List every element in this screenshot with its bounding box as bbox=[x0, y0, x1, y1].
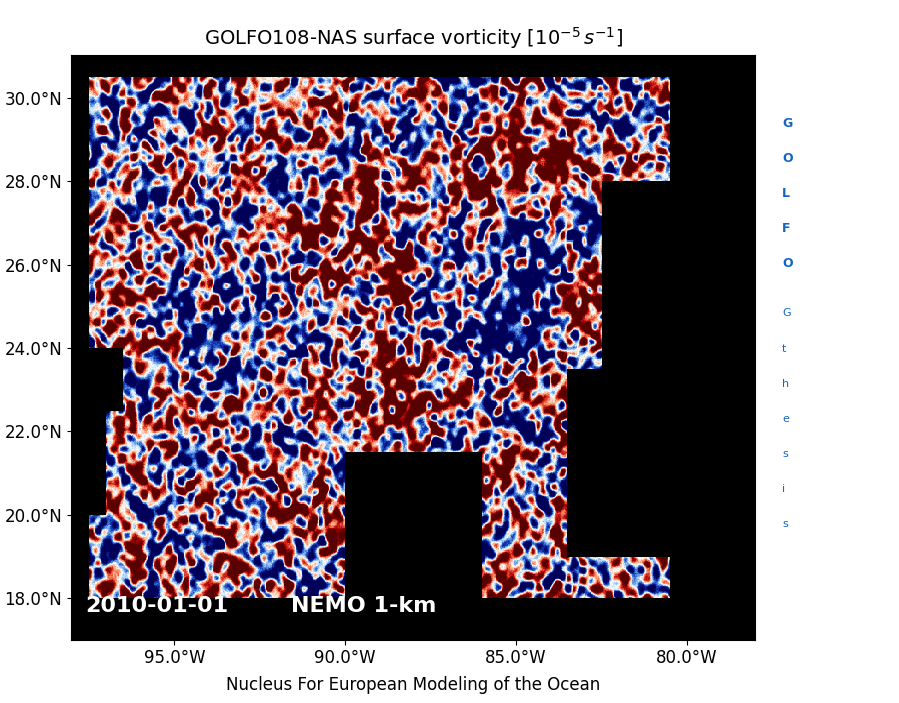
Text: t: t bbox=[782, 344, 787, 354]
Title: GOLFO108-NAS surface vorticity $[10^{-5}\,s^{-1}]$: GOLFO108-NAS surface vorticity $[10^{-5}… bbox=[204, 25, 623, 51]
Text: s: s bbox=[782, 520, 788, 529]
Text: NEMO 1-km: NEMO 1-km bbox=[290, 596, 436, 617]
Text: O: O bbox=[782, 257, 793, 270]
Text: F: F bbox=[782, 222, 790, 235]
Text: e: e bbox=[782, 414, 789, 424]
Text: 2010-01-01: 2010-01-01 bbox=[85, 596, 228, 617]
X-axis label: Nucleus For European Modeling of the Ocean: Nucleus For European Modeling of the Oce… bbox=[227, 676, 601, 694]
Text: G: G bbox=[782, 309, 791, 318]
Text: O: O bbox=[782, 152, 793, 165]
Text: h: h bbox=[782, 379, 789, 389]
Text: s: s bbox=[782, 449, 788, 459]
Text: L: L bbox=[782, 187, 790, 200]
Text: G: G bbox=[782, 117, 792, 129]
Text: i: i bbox=[782, 484, 785, 494]
